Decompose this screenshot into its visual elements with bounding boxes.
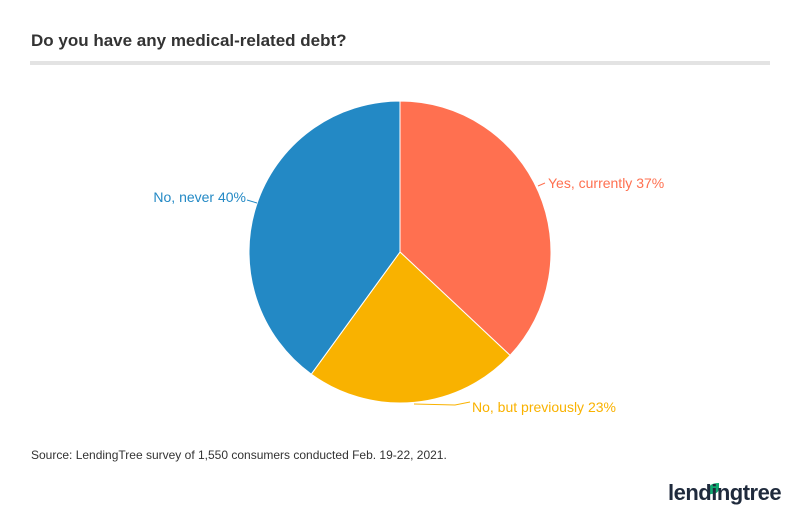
pie-slice-1: [310, 251, 511, 404]
source-note: Source: LendingTree survey of 1,550 cons…: [31, 448, 447, 462]
pie-slice-0: [399, 100, 552, 357]
title-divider: [30, 61, 770, 65]
pie-slice-2: [248, 100, 401, 375]
slice-label-1: No, but previously 23%: [472, 399, 616, 415]
leaf-icon: [709, 483, 719, 495]
leader-line-1: [413, 401, 471, 406]
slice-label-2: No, never 40%: [153, 189, 246, 205]
lendingtree-logo: lendingtree: [668, 480, 782, 505]
chart-title: Do you have any medical-related debt?: [31, 31, 347, 50]
leader-line-2: [246, 199, 258, 204]
slice-label-0: Yes, currently 37%: [548, 175, 664, 191]
leader-line-0: [537, 182, 546, 187]
